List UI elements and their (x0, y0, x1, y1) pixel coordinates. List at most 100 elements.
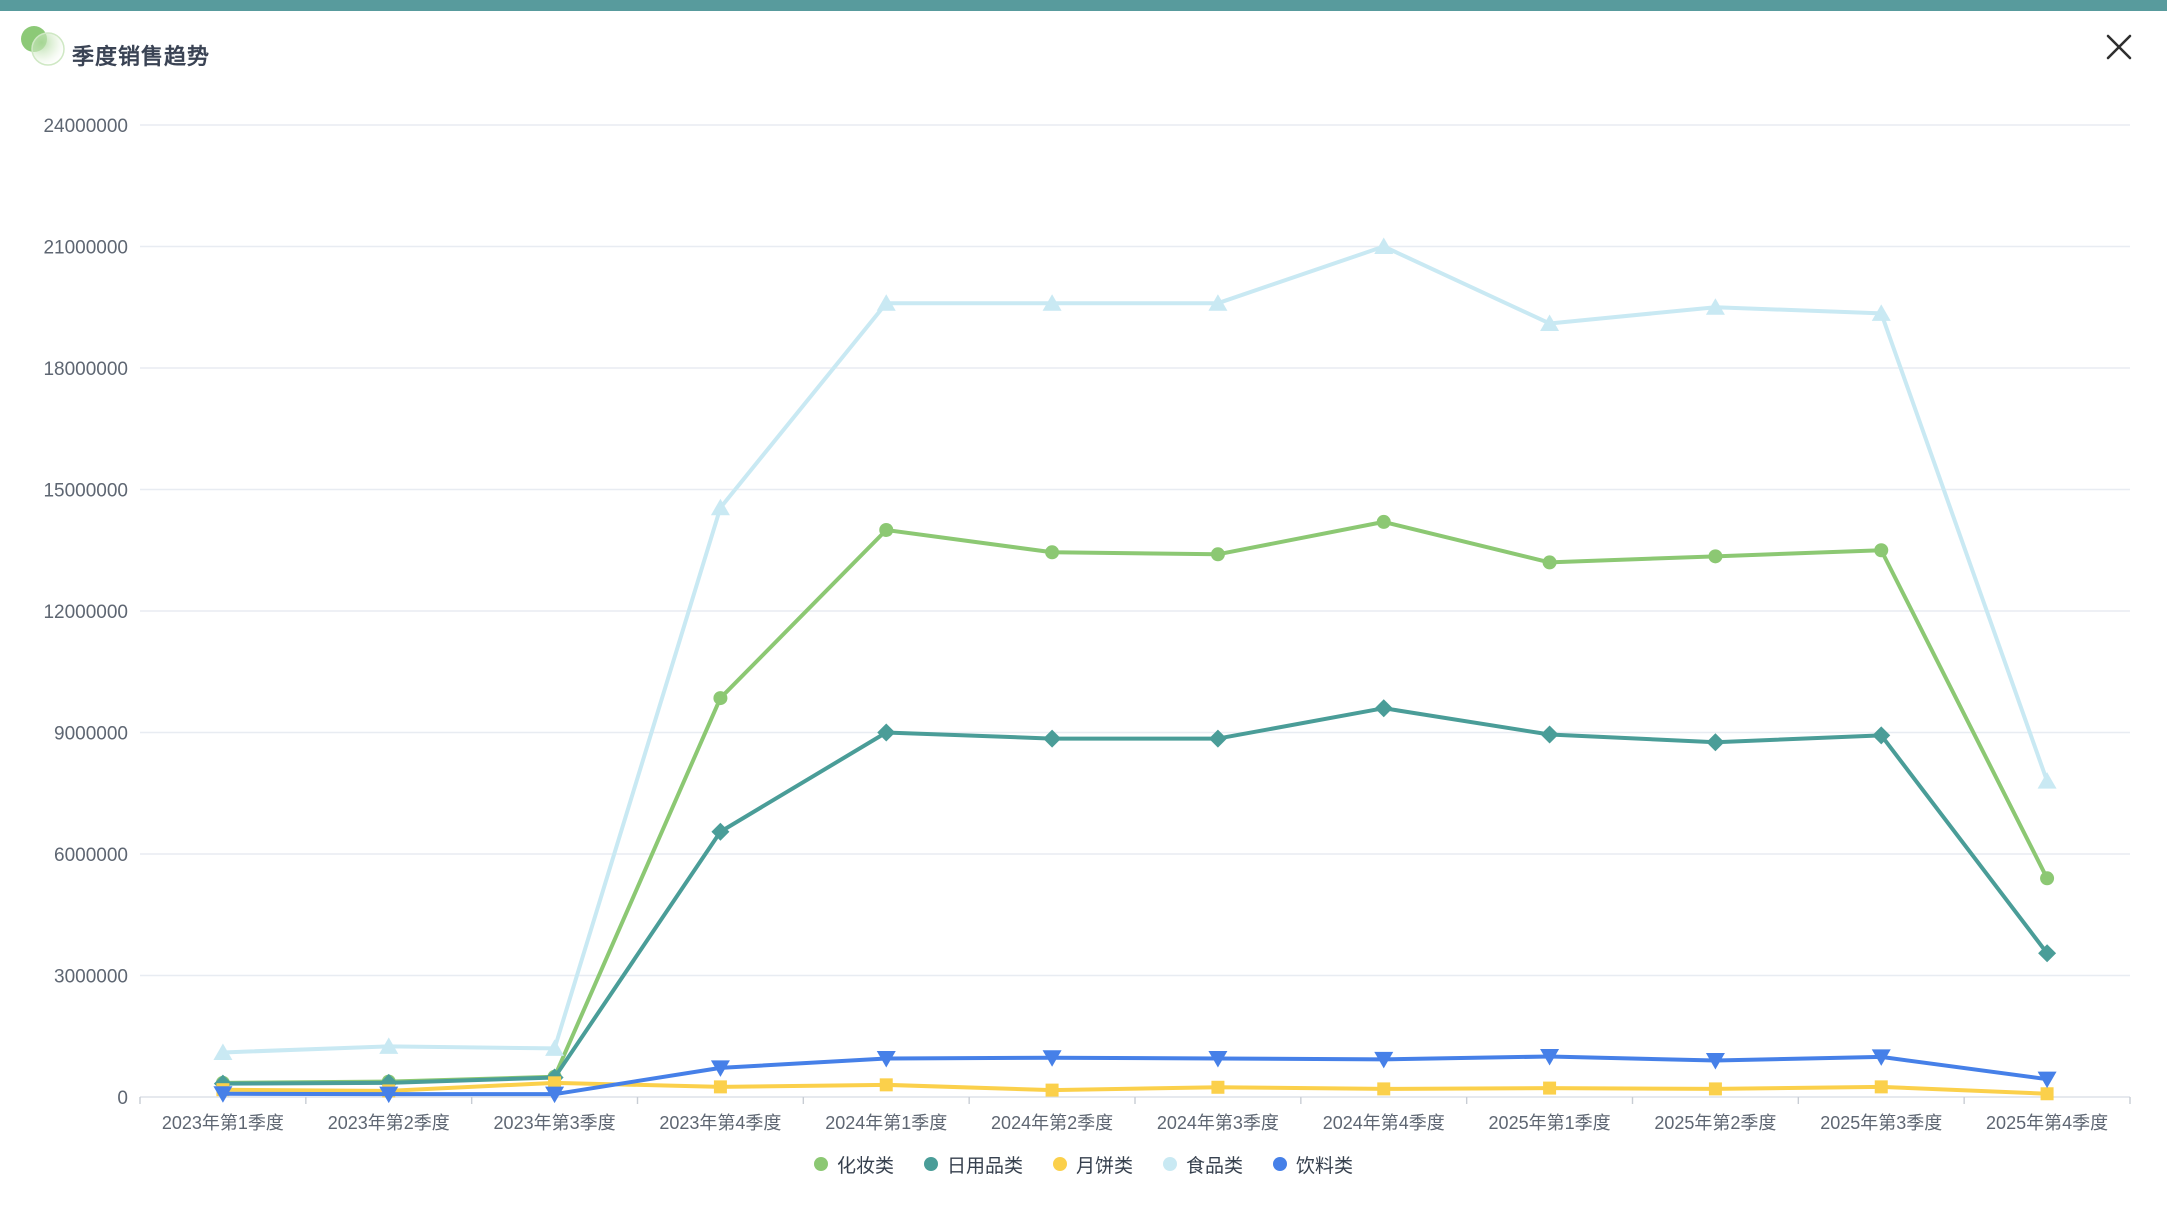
x-axis-label: 2025年第2季度 (1654, 1113, 1776, 1133)
data-point-s0-8[interactable] (1542, 555, 1557, 570)
data-point-s0-7[interactable] (1376, 514, 1391, 529)
data-point-s4-11[interactable] (2037, 1071, 2057, 1089)
data-point-s1-10[interactable] (1872, 726, 1891, 745)
app-logo-icon (20, 25, 68, 69)
data-point-s1-3[interactable] (711, 822, 730, 841)
data-point-s3-9[interactable] (1705, 298, 1725, 315)
data-point-s3-8[interactable] (1540, 314, 1560, 331)
x-axis-label: 2024年第4季度 (1323, 1113, 1445, 1133)
data-point-s4-8[interactable] (1540, 1049, 1560, 1066)
y-axis-label: 21000000 (43, 238, 128, 259)
x-axis-label: 2025年第4季度 (1986, 1113, 2108, 1133)
data-point-s3-6[interactable] (1208, 294, 1228, 311)
data-point-s0-10[interactable] (1874, 543, 1889, 558)
x-axis-label: 2025年第1季度 (1489, 1113, 1611, 1133)
x-axis-label: 2024年第1季度 (825, 1113, 947, 1133)
data-point-s4-1[interactable] (379, 1086, 399, 1104)
data-point-s3-5[interactable] (1042, 294, 1062, 311)
data-point-s3-1[interactable] (379, 1037, 399, 1054)
y-axis-label: 18000000 (43, 359, 128, 380)
page-title: 季度销售趋势 (72, 44, 211, 69)
legend-label: 饮料类 (1296, 1155, 1354, 1177)
legend-label: 食品类 (1186, 1155, 1244, 1177)
legend-item-1[interactable]: 日用品类 (923, 1151, 1023, 1178)
data-point-s4-10[interactable] (1871, 1049, 1891, 1066)
data-point-s2-8[interactable] (1543, 1081, 1557, 1095)
data-point-s3-7[interactable] (1374, 237, 1394, 255)
data-point-s4-0[interactable] (213, 1086, 233, 1103)
x-axis-label: 2023年第1季度 (162, 1113, 284, 1133)
series-line-4 (220, 1054, 2050, 1097)
data-point-s1-9[interactable] (1706, 733, 1725, 752)
data-point-s1-11[interactable] (2038, 944, 2057, 963)
legend-dot-icon (1273, 1157, 1288, 1171)
legend-item-2[interactable]: 月饼类 (1052, 1151, 1133, 1178)
legend-dot-icon (813, 1157, 828, 1171)
data-point-s2-3[interactable] (713, 1080, 727, 1094)
x-axis-label: 2024年第3季度 (1157, 1113, 1279, 1133)
data-point-s0-4[interactable] (879, 523, 894, 537)
series-line-2 (220, 1080, 2050, 1096)
dialog-header: 季度销售趋势 (0, 11, 2167, 91)
data-point-s4-6[interactable] (1208, 1051, 1228, 1068)
x-axis-label: 2023年第4季度 (659, 1113, 781, 1133)
chart-legend: 化妆类 日用品类 月饼类 食品类 饮料类 (0, 1146, 2167, 1182)
data-point-s0-3[interactable] (713, 691, 728, 706)
data-point-s2-5[interactable] (1045, 1083, 1059, 1097)
data-point-s1-8[interactable] (1540, 725, 1559, 744)
data-point-s3-0[interactable] (213, 1043, 233, 1060)
legend-label: 化妆类 (836, 1155, 894, 1177)
y-axis-label: 12000000 (43, 602, 128, 623)
data-point-s1-7[interactable] (1374, 699, 1393, 718)
data-point-s0-9[interactable] (1708, 549, 1723, 564)
y-axis-label: 9000000 (54, 724, 128, 745)
data-point-s4-9[interactable] (1705, 1053, 1725, 1070)
legend-dot-icon (1052, 1157, 1067, 1171)
x-axis-label: 2023年第3季度 (494, 1113, 616, 1133)
y-axis-label: 24000000 (43, 116, 128, 137)
data-point-s2-9[interactable] (1708, 1082, 1722, 1096)
y-axis-label: 3000000 (54, 967, 128, 988)
series-line-1 (220, 706, 2050, 1086)
data-point-s3-10[interactable] (1871, 304, 1891, 321)
y-axis-label: 6000000 (54, 845, 128, 866)
legend-item-0[interactable]: 化妆类 (813, 1151, 894, 1178)
data-point-s2-4[interactable] (879, 1078, 893, 1092)
legend-item-3[interactable]: 食品类 (1163, 1151, 1243, 1178)
data-point-s2-2[interactable] (548, 1076, 562, 1090)
topbar-accent (0, 0, 2167, 11)
legend-dot-icon (923, 1157, 938, 1171)
data-point-s4-2[interactable] (545, 1086, 565, 1104)
legend-dot-icon (1163, 1157, 1177, 1171)
y-axis-label: 0 (117, 1088, 128, 1109)
data-point-s1-6[interactable] (1208, 729, 1227, 748)
data-point-s4-7[interactable] (1374, 1051, 1394, 1069)
legend-label: 月饼类 (1075, 1155, 1133, 1177)
data-point-s1-4[interactable] (877, 723, 896, 742)
data-point-s0-6[interactable] (1210, 547, 1225, 562)
series-line-0 (220, 519, 2050, 1085)
data-point-s2-7[interactable] (1377, 1082, 1391, 1096)
data-point-s1-5[interactable] (1043, 729, 1062, 748)
x-axis-label: 2025年第3季度 (1820, 1113, 1942, 1133)
data-point-s3-11[interactable] (2037, 772, 2057, 789)
legend-item-4[interactable]: 饮料类 (1273, 1151, 1353, 1178)
data-point-s3-3[interactable] (710, 498, 730, 516)
data-point-s0-11[interactable] (2040, 871, 2055, 886)
close-icon (2106, 34, 2132, 60)
x-axis-label: 2023年第2季度 (328, 1113, 450, 1133)
data-point-s2-11[interactable] (2040, 1087, 2054, 1101)
data-point-s3-4[interactable] (876, 294, 896, 311)
data-point-s4-5[interactable] (1042, 1050, 1062, 1067)
data-point-s3-2[interactable] (545, 1039, 565, 1056)
data-point-s0-5[interactable] (1045, 545, 1060, 560)
data-point-s2-10[interactable] (1874, 1080, 1888, 1094)
legend-label: 日用品类 (946, 1155, 1023, 1177)
data-point-s2-6[interactable] (1211, 1080, 1225, 1094)
x-axis-label: 2024年第2季度 (991, 1113, 1113, 1133)
data-point-s4-4[interactable] (876, 1051, 896, 1068)
close-button[interactable] (2099, 27, 2139, 67)
data-point-s4-3[interactable] (710, 1060, 730, 1077)
y-axis-label: 15000000 (43, 481, 128, 502)
